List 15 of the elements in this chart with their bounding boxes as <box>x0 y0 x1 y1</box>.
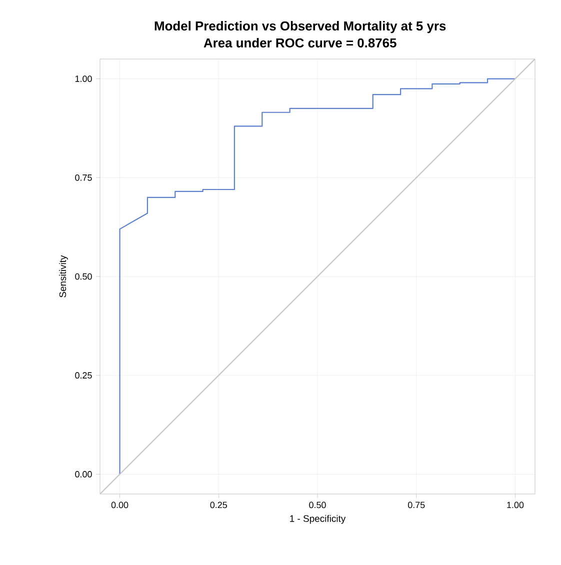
chart-subtitle: Area under ROC curve = 0.8765 <box>204 38 396 48</box>
y-tick-label: 1.00 <box>75 76 92 82</box>
y-tick-label: 0.50 <box>75 273 92 280</box>
x-tick-label: 0.25 <box>210 502 227 508</box>
x-tick-label: 1.00 <box>507 502 524 508</box>
y-tick-label: 0.25 <box>75 372 92 379</box>
line-series <box>119 78 516 475</box>
y-tick-label: 0.00 <box>75 471 92 478</box>
chart-title: Model Prediction vs Observed Mortality at 5 yrs <box>154 21 446 34</box>
y-axis-title: Sensitivity <box>59 255 68 298</box>
x-tick-label: 0.00 <box>111 502 128 508</box>
x-tick-label: 0.75 <box>408 502 425 508</box>
x-tick-label: 0.50 <box>309 502 326 508</box>
y-tick-label: 0.75 <box>75 174 92 181</box>
x-axis-title: 1 - Specificity <box>290 514 346 524</box>
